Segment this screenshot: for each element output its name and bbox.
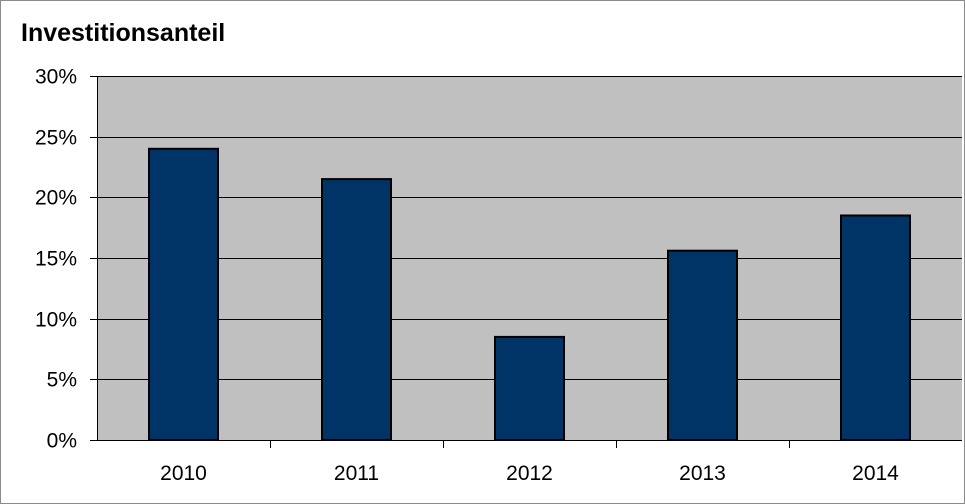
x-tick-label: 2010 bbox=[160, 462, 207, 485]
x-tick-label: 2014 bbox=[852, 462, 899, 485]
y-tick-label: 10% bbox=[35, 309, 77, 332]
bar-2012 bbox=[494, 335, 565, 441]
y-tick-label: 20% bbox=[35, 187, 77, 210]
x-tick-label: 2011 bbox=[334, 462, 379, 485]
axes bbox=[90, 76, 962, 448]
y-tick-label: 25% bbox=[35, 127, 77, 150]
y-tick-labels: 0% 5% 10% 15% 20% 25% 30% bbox=[35, 66, 77, 453]
bar-2010 bbox=[148, 147, 219, 442]
x-tick-label: 2013 bbox=[679, 462, 726, 485]
y-tick-label: 5% bbox=[47, 369, 77, 392]
bar-2013 bbox=[667, 249, 738, 441]
y-tick-label: 15% bbox=[35, 248, 77, 271]
y-tick-label: 30% bbox=[35, 66, 77, 89]
bars bbox=[148, 147, 911, 442]
chart-title: Investitionsanteil bbox=[21, 19, 226, 47]
x-tick-label: 2012 bbox=[506, 462, 553, 485]
x-tick-labels: 2010 2011 2012 2013 2014 bbox=[160, 462, 899, 485]
y-tick-label: 0% bbox=[47, 430, 77, 453]
bar-2011 bbox=[321, 178, 392, 441]
bar-2014 bbox=[840, 214, 911, 441]
